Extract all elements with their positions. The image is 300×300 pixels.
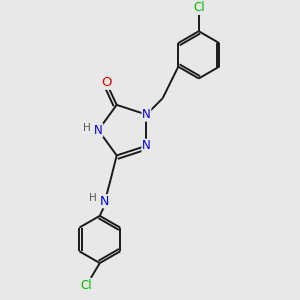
Text: O: O bbox=[101, 76, 112, 89]
Text: H: H bbox=[83, 123, 91, 133]
Text: Cl: Cl bbox=[193, 1, 205, 13]
Text: N: N bbox=[142, 108, 151, 121]
Text: N: N bbox=[142, 139, 151, 152]
Text: Cl: Cl bbox=[81, 279, 92, 292]
Text: N: N bbox=[94, 124, 103, 137]
Text: H: H bbox=[88, 193, 96, 203]
Text: N: N bbox=[100, 195, 110, 208]
